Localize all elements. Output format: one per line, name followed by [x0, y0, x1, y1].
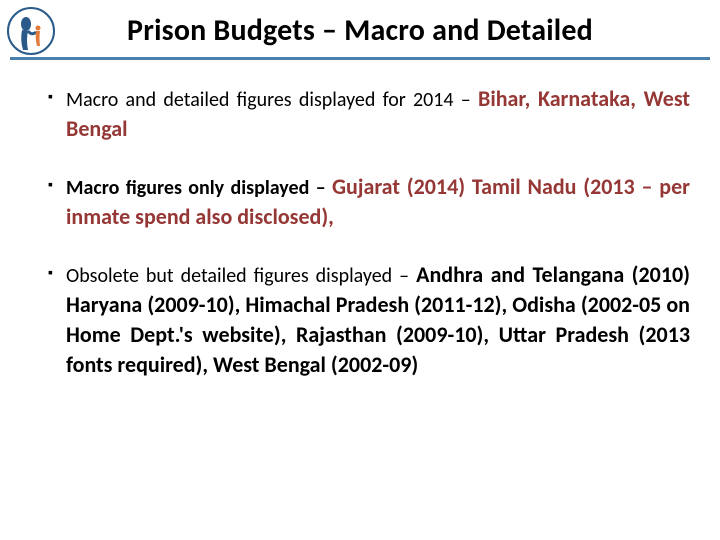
org-logo [6, 6, 56, 56]
bullet-lead: Obsolete but detailed figures displayed … [66, 264, 416, 288]
list-item: ▪ Macro figures only displayed – Gujarat… [48, 172, 690, 232]
bullet-icon: ▪ [48, 260, 66, 380]
bullet-icon: ▪ [48, 172, 66, 232]
bullet-text: Obsolete but detailed figures displayed … [66, 260, 690, 380]
list-item: ▪ Obsolete but detailed figures displaye… [48, 260, 690, 380]
title-underline [10, 57, 710, 60]
bullet-lead: Macro figures only displayed – [66, 176, 332, 200]
list-item: ▪ Macro and detailed figures displayed f… [48, 84, 690, 144]
bullet-text: Macro and detailed figures displayed for… [66, 84, 690, 144]
page-title: Prison Budgets – Macro and Detailed [0, 0, 720, 57]
bullet-icon: ▪ [48, 84, 66, 144]
bullet-lead: Macro and detailed figures displayed for… [66, 88, 478, 112]
bullet-text: Macro figures only displayed – Gujarat (… [66, 172, 690, 232]
bullet-list: ▪ Macro and detailed figures displayed f… [0, 84, 720, 380]
